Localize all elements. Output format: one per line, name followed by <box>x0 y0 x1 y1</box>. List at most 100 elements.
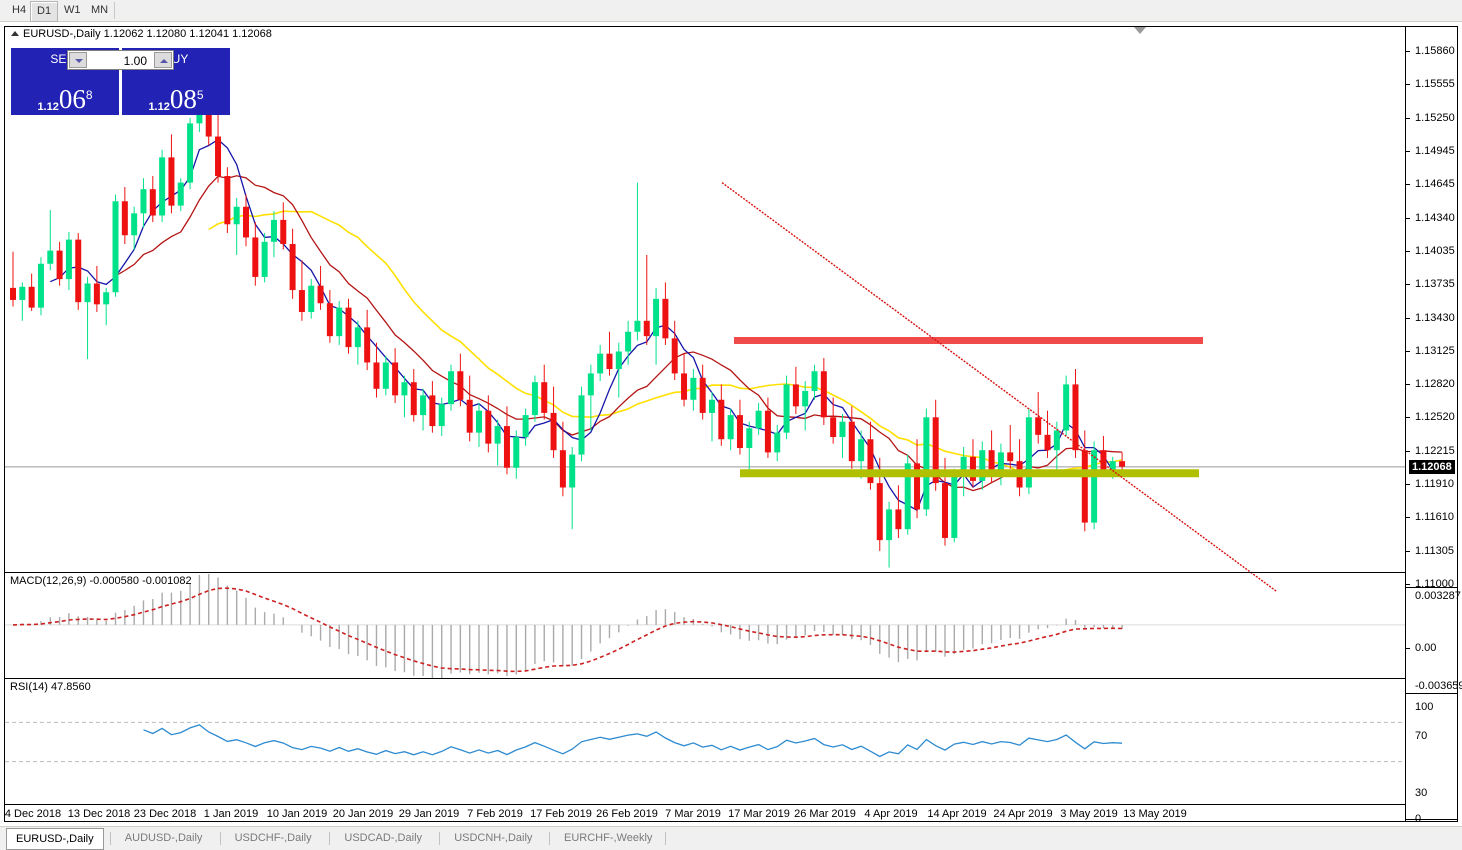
price-tick <box>1406 384 1410 386</box>
price-tick-label: 1.15250 <box>1415 111 1455 124</box>
chart-window[interactable]: EURUSD-,Daily 1.12062 1.12080 1.12041 1.… <box>4 26 1462 825</box>
buy-price-prefix: 1.12 <box>148 101 170 113</box>
price-chart-graphics <box>5 63 1405 593</box>
chart-tab-eurusd[interactable]: EURUSD-,Daily <box>6 828 104 850</box>
date-axis-label: 20 Jan 2019 <box>332 808 394 820</box>
price-tick <box>1406 251 1410 253</box>
macd-label: MACD(12,26,9) -0.000580 -0.001082 <box>10 575 192 587</box>
price-tick <box>1406 84 1410 86</box>
price-tick-label: 1.14645 <box>1415 178 1455 191</box>
price-tick <box>1406 584 1410 585</box>
price-tick <box>1406 350 1410 352</box>
price-tick-label: 1.14945 <box>1415 145 1455 158</box>
tab-divider <box>219 832 221 845</box>
price-tick-label: 1.13430 <box>1415 311 1455 324</box>
scale-divider <box>1406 819 1458 820</box>
date-axis-label: 17 Feb 2019 <box>530 808 592 820</box>
tab-divider <box>329 832 331 845</box>
buy-price-big: 08 <box>169 84 197 114</box>
tab-divider <box>665 832 667 845</box>
chart-tab-audusd[interactable]: AUDUSD-,Daily <box>124 832 203 844</box>
date-axis-label: 4 Dec 2018 <box>4 808 62 820</box>
date-axis-label: 26 Mar 2019 <box>794 808 856 820</box>
price-tick <box>1406 550 1410 552</box>
timeframe-d1[interactable]: D1 <box>30 1 59 22</box>
price-tick <box>1406 117 1410 119</box>
timeframe-mn[interactable]: MN <box>91 4 109 16</box>
buy-price: 1.12085 <box>122 86 230 113</box>
rsi-tick-label: 70 <box>1415 730 1428 742</box>
timeframe-toolbar: H4 D1 W1 MN <box>0 0 1462 22</box>
price-tick-label: 1.15860 <box>1415 45 1455 57</box>
tab-divider <box>109 832 111 845</box>
date-axis-label: 24 Apr 2019 <box>993 808 1053 820</box>
scale-divider <box>1406 587 1458 588</box>
rsi-tick-label: 30 <box>1415 787 1428 799</box>
price-tick-label: 1.11000 <box>1415 578 1454 590</box>
rsi-tick-label: 0 <box>1415 813 1422 825</box>
timeframe-h4[interactable]: H4 <box>12 4 27 16</box>
toolbar-divider <box>114 2 115 19</box>
macd-tick-label: 0.003287 <box>1415 590 1461 602</box>
price-tick-label: 1.13735 <box>1415 278 1455 291</box>
sell-price-prefix: 1.12 <box>37 101 59 113</box>
sell-price: 1.12068 <box>11 86 119 113</box>
collapse-triangle-icon[interactable] <box>11 31 19 36</box>
symbol-ohlc-label: EURUSD-,Daily 1.12062 1.12080 1.12041 1.… <box>23 28 272 40</box>
chart-tab-eurchf[interactable]: EURCHF-,Weekly <box>564 832 653 844</box>
price-tick <box>1406 151 1410 153</box>
chart-tab-usdcnh[interactable]: USDCNH-,Daily <box>454 832 533 844</box>
one-click-trading-panel[interactable]: SELL 1.12068 BUY 1.12085 1.00 <box>11 48 230 115</box>
chart-tab-usdcad[interactable]: USDCAD-,Daily <box>344 832 423 844</box>
price-tick <box>1406 450 1410 452</box>
rsi-pane[interactable]: RSI(14) 47.8560 <box>5 678 1405 804</box>
date-axis-label: 1 Jan 2019 <box>203 808 259 820</box>
date-axis-label: 13 May 2019 <box>1123 808 1187 820</box>
tab-divider <box>549 832 550 845</box>
macd-tick-label: -0.003659 <box>1415 680 1462 692</box>
date-axis-label: 29 Jan 2019 <box>398 808 460 820</box>
scale-divider <box>1406 693 1458 694</box>
date-axis-label: 10 Jan 2019 <box>266 808 328 820</box>
price-tick-label: 1.15555 <box>1415 78 1455 91</box>
price-tick <box>1406 484 1410 486</box>
date-axis-label: 3 May 2019 <box>1060 808 1118 820</box>
date-axis-label: 4 Apr 2019 <box>864 808 918 820</box>
macd-tick <box>1406 648 1410 649</box>
price-tick <box>1406 284 1410 286</box>
chart-top-marker-icon <box>1134 27 1146 34</box>
volume-increase-icon[interactable] <box>154 52 172 68</box>
rsi-tick-label: 100 <box>1415 701 1434 713</box>
price-tick <box>1406 184 1410 186</box>
price-tick-label: 1.11910 <box>1415 478 1454 491</box>
price-tick-label: 1.14340 <box>1415 211 1455 224</box>
tab-divider <box>439 832 441 845</box>
price-tick-label: 1.12820 <box>1415 378 1455 391</box>
sell-price-point: 8 <box>85 88 93 102</box>
date-axis-label: 17 Mar 2019 <box>728 808 790 820</box>
price-tick <box>1406 51 1410 52</box>
price-tick-label: 1.13125 <box>1415 344 1455 357</box>
rsi-label: RSI(14) 47.8560 <box>10 681 91 693</box>
volume-value: 1.00 <box>123 54 147 68</box>
timeframe-w1[interactable]: W1 <box>64 4 81 16</box>
date-axis-label: 23 Dec 2018 <box>133 808 197 820</box>
volume-decrease-icon[interactable] <box>69 52 87 68</box>
price-pane[interactable] <box>5 42 1405 594</box>
macd-graphics <box>5 573 1405 679</box>
price-tick-label: 1.14035 <box>1415 245 1455 258</box>
volume-stepper[interactable]: 1.00 <box>67 50 174 70</box>
price-tick-label: 1.12520 <box>1415 411 1455 424</box>
price-tick <box>1406 317 1410 319</box>
chart-header: EURUSD-,Daily 1.12062 1.12080 1.12041 1.… <box>5 27 1457 42</box>
date-axis-label: 7 Mar 2019 <box>665 808 721 820</box>
price-tick-label: 1.11610 <box>1415 511 1454 524</box>
price-tick-label: 1.12215 <box>1415 444 1455 457</box>
sell-price-big: 06 <box>58 84 86 114</box>
chart-tab-bar: EURUSD-,Daily AUDUSD-,Daily USDCHF-,Daily U… <box>0 826 1462 850</box>
chart-tab-usdchf[interactable]: USDCHF-,Daily <box>234 832 312 844</box>
price-scale[interactable]: 1.15860 1.15555 1.15250 1.14945 1.14645 1.143… <box>1405 27 1462 825</box>
date-axis-label: 7 Feb 2019 <box>467 808 523 820</box>
macd-pane[interactable]: MACD(12,26,9) -0.000580 -0.001082 <box>5 572 1405 679</box>
buy-price-point: 5 <box>196 88 204 102</box>
